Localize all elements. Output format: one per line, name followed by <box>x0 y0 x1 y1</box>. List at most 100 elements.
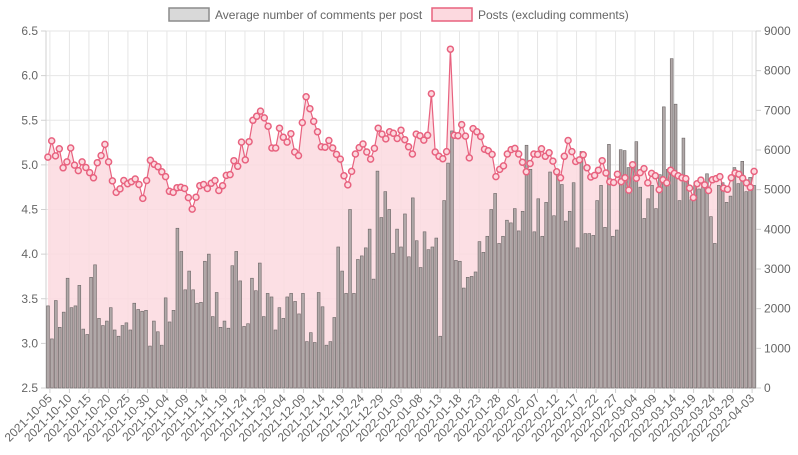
posts-point <box>51 152 60 160</box>
avg-comments-bar <box>340 270 344 389</box>
avg-comments-bar <box>705 173 709 389</box>
posts-point <box>131 175 139 183</box>
y-left-tick-label: 3.0 <box>21 336 38 350</box>
avg-comments-bar <box>528 169 533 389</box>
avg-comments-bar <box>489 209 493 389</box>
posts-point <box>556 174 565 182</box>
posts-point <box>169 188 177 197</box>
posts-point <box>537 145 546 153</box>
avg-comments-bar <box>556 174 560 389</box>
posts-point <box>294 151 303 160</box>
posts-point <box>302 93 310 101</box>
avg-comments-bar <box>548 171 552 389</box>
posts-point <box>340 172 348 180</box>
posts-point <box>609 178 618 187</box>
avg-comments-bar <box>587 233 591 389</box>
posts-point <box>283 138 291 146</box>
avg-comments-bar <box>109 307 113 389</box>
avg-comments-bar <box>301 293 305 389</box>
avg-comments-bar <box>732 167 737 389</box>
avg-comments-bar <box>152 320 156 389</box>
posts-point <box>298 118 307 127</box>
posts-point <box>154 162 162 171</box>
posts-point <box>70 161 79 169</box>
legend-swatch-posts <box>431 7 473 22</box>
avg-comments-bar <box>187 270 191 389</box>
posts-point <box>336 155 345 163</box>
posts-point <box>446 45 455 53</box>
y-right-tick-label: 8000 <box>764 64 791 78</box>
posts-point <box>260 114 269 122</box>
avg-comments-bar <box>673 103 678 389</box>
avg-comments-bar <box>101 325 105 389</box>
y-left-tick-label: 6.0 <box>21 69 38 83</box>
avg-comments-bar <box>265 293 270 389</box>
avg-comments-bar <box>442 200 446 389</box>
avg-comments-bar <box>324 344 329 389</box>
avg-comments-bar <box>195 302 199 389</box>
avg-comments-bar <box>422 231 427 389</box>
avg-comments-bar <box>536 198 541 389</box>
avg-comments-bar <box>238 280 242 389</box>
posts-points <box>44 45 758 213</box>
avg-comments-bar <box>646 198 650 389</box>
posts-point <box>101 140 109 149</box>
avg-comments-bar <box>273 329 278 389</box>
y-right-tick-label: 0 <box>764 381 771 395</box>
posts-point <box>700 181 709 189</box>
avg-comments-bar <box>654 208 658 389</box>
avg-comments-bar <box>411 197 415 389</box>
avg-comments-bar <box>697 188 701 389</box>
avg-comments-bar <box>207 253 211 389</box>
avg-comments-bar <box>316 292 321 389</box>
avg-comments-bar <box>477 241 482 389</box>
avg-comments-bar <box>230 265 235 389</box>
avg-comments-bar <box>693 182 697 389</box>
posts-point <box>279 133 288 142</box>
avg-comments-bar <box>669 58 674 389</box>
avg-comments-bar <box>709 216 713 389</box>
posts-point <box>378 130 386 138</box>
posts-point <box>363 148 371 156</box>
avg-comments-bar <box>575 247 580 389</box>
posts-point <box>135 180 143 189</box>
posts-point <box>549 157 557 165</box>
legend-item-avg-comments[interactable]: Average number of comments per post <box>168 7 423 22</box>
posts-point <box>408 150 417 158</box>
posts-point <box>180 184 189 193</box>
avg-comments-bar <box>261 316 266 389</box>
avg-comments-bar <box>454 260 458 389</box>
avg-comments-bar <box>383 191 388 389</box>
avg-comments-bar <box>375 170 380 389</box>
posts-point <box>226 170 234 179</box>
legend-label-avg-comments: Average number of comments per post <box>215 8 423 22</box>
avg-comments-bar <box>277 307 282 389</box>
avg-comments-bar <box>618 149 623 389</box>
avg-comments-bar <box>156 331 160 389</box>
avg-comments-bar <box>752 185 756 389</box>
avg-comments-bar <box>685 179 690 389</box>
avg-comments-bar <box>69 307 74 389</box>
avg-comments-bar <box>438 335 442 389</box>
avg-comments-bar <box>638 186 642 389</box>
avg-comments-bar <box>132 302 136 389</box>
avg-comments-bar <box>61 311 66 389</box>
avg-comments-bar <box>622 150 627 389</box>
posts-point <box>66 144 75 152</box>
avg-comments-bar <box>591 235 595 389</box>
posts-point <box>685 184 694 192</box>
avg-comments-bar <box>179 251 184 389</box>
posts-point <box>651 172 660 180</box>
avg-comments-bar <box>446 162 450 389</box>
y-left-tick-label: 2.5 <box>21 381 38 395</box>
avg-comments-bar <box>450 130 454 389</box>
avg-comments-bar <box>516 230 521 389</box>
x-axis: 2021-10-052021-10-102021-10-152021-10-20… <box>2 388 757 445</box>
posts-point <box>116 185 124 193</box>
avg-comments-bar <box>615 229 619 389</box>
avg-comments-bar <box>560 184 564 389</box>
avg-comments-bar <box>336 246 340 389</box>
legend-item-posts[interactable]: Posts (excluding comments) <box>431 7 629 22</box>
posts-point <box>344 181 352 189</box>
